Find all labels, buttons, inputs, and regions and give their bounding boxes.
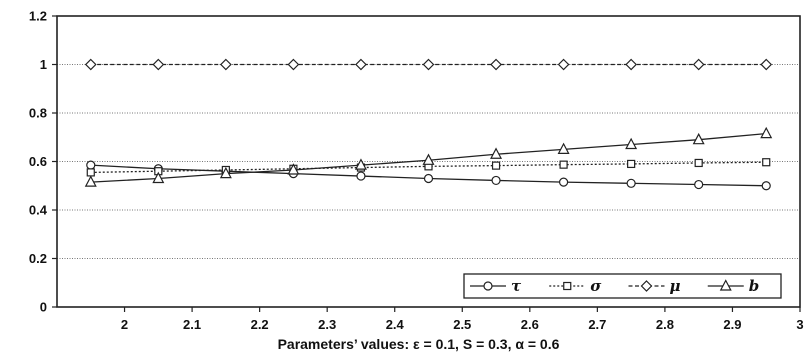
y-tick-label-0: 0: [40, 300, 47, 315]
data-point-0-7: [558, 177, 569, 187]
data-point-3-8: [625, 137, 638, 150]
data-point-3-9: [692, 132, 705, 145]
data-point-2-8: [625, 58, 637, 71]
data-point-1-0: [86, 168, 95, 177]
legend-label-0: τ: [511, 277, 522, 295]
data-point-2-10: [760, 58, 773, 71]
legend-item-1: σ: [549, 277, 602, 295]
data-point-0-0: [86, 160, 96, 170]
data-point-3-6: [490, 147, 503, 159]
y-tick-label-1: 0.2: [29, 251, 47, 266]
legend-marker-2: [640, 280, 653, 292]
data-point-3-0: [84, 175, 97, 187]
data-point-2-5: [422, 58, 435, 71]
data-point-2-0: [84, 58, 97, 71]
series-2: [84, 58, 773, 71]
x-tick-label-10: 3: [796, 317, 803, 332]
x-tick-label-0: 2: [121, 317, 128, 332]
data-point-3-2: [219, 166, 232, 179]
x-tick-label-3: 2.3: [318, 317, 336, 332]
data-point-0-10: [761, 181, 771, 191]
y-tick-label-4: 0.8: [29, 106, 47, 121]
series-3: [84, 126, 773, 187]
data-point-1-7: [559, 160, 568, 169]
data-point-3-5: [422, 153, 435, 165]
data-point-1-10: [762, 158, 771, 167]
data-point-2-4: [355, 58, 367, 71]
y-tick-label-5: 1: [40, 57, 47, 72]
legend-label-1: σ: [590, 277, 602, 295]
data-point-1-6: [491, 161, 501, 170]
data-point-3-7: [557, 142, 570, 154]
data-point-0-5: [423, 173, 434, 184]
data-point-3-3: [287, 163, 300, 175]
x-tick-label-8: 2.8: [656, 317, 674, 332]
data-point-2-7: [557, 58, 570, 71]
legend-marker-1: [563, 281, 572, 291]
y-tick-label-3: 0.6: [29, 154, 47, 169]
data-point-2-1: [152, 58, 165, 71]
legend-label-2: μ: [670, 277, 681, 295]
data-point-3-1: [152, 171, 165, 184]
data-point-0-8: [626, 178, 636, 188]
legend-item-2: μ: [628, 277, 681, 295]
x-tick-label-9: 2.9: [723, 317, 741, 332]
data-point-2-6: [490, 58, 502, 71]
data-point-3-4: [354, 158, 367, 170]
x-axis-ticks: 2 2.1 2.2 2.3 2.4 2.5 2.6 2.7 2.8 2.9 3: [121, 307, 804, 332]
data-point-2-9: [692, 58, 705, 71]
data-point-0-9: [694, 179, 704, 190]
data-point-1-9: [694, 158, 703, 168]
x-tick-label-7: 2.7: [588, 317, 606, 332]
data-point-2-3: [287, 58, 300, 71]
data-point-2-2: [220, 58, 232, 71]
x-axis-label: Parameters’ values: ε = 0.1, S = 0.3, α …: [278, 336, 560, 352]
legend-item-3: b: [707, 277, 760, 295]
x-tick-label-1: 2.1: [183, 317, 201, 332]
legend-marker-3: [719, 279, 732, 291]
series-group: [84, 58, 773, 191]
x-tick-label-4: 2.4: [386, 317, 405, 332]
x-tick-label-2: 2.2: [251, 317, 269, 332]
data-point-3-10: [760, 126, 773, 139]
data-point-1-8: [627, 159, 636, 169]
legend-label-3: b: [749, 277, 760, 295]
x-tick-label-6: 2.6: [521, 317, 539, 332]
x-tick-label-5: 2.5: [453, 317, 471, 332]
y-tick-label-2: 0.4: [29, 203, 48, 218]
legend-item-0: τ: [470, 277, 522, 295]
data-point-0-4: [356, 171, 366, 181]
data-point-0-6: [491, 175, 501, 186]
y-tick-label-6: 1.2: [29, 9, 47, 24]
y-axis-ticks: 0 0.2 0.4 0.6 0.8 1 1.2: [29, 9, 57, 315]
legend-marker-0: [483, 281, 493, 291]
